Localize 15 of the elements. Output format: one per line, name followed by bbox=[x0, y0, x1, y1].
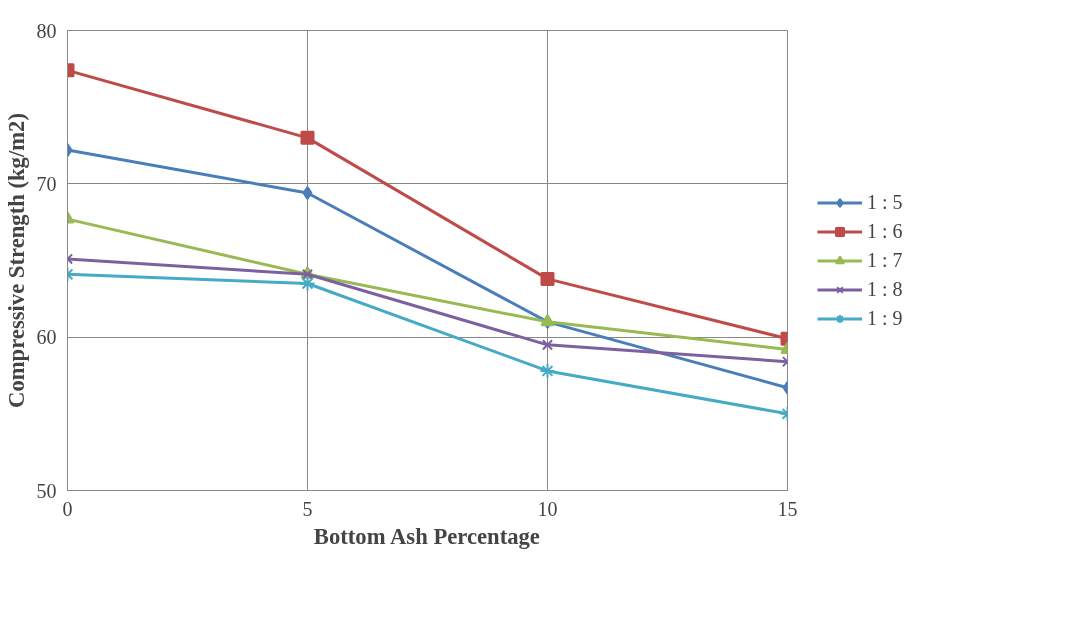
x-tick-label: 15 bbox=[777, 497, 798, 520]
x-axis-title: Bottom Ash Percentage bbox=[313, 523, 540, 549]
x-tick-label: 10 bbox=[537, 497, 558, 520]
y-axis-title: Compressive Strength (kg/m2) bbox=[3, 113, 29, 408]
legend-label: 1 : 6 bbox=[867, 219, 903, 243]
legend-label: 1 : 7 bbox=[867, 248, 903, 272]
y-tick-label: 50 bbox=[36, 479, 57, 502]
x-tick-label: 5 bbox=[302, 497, 313, 520]
legend-label: 1 : 8 bbox=[867, 277, 903, 301]
y-tick-label: 70 bbox=[36, 172, 57, 195]
y-tick-label: 80 bbox=[36, 19, 57, 42]
y-tick-label: 60 bbox=[36, 326, 57, 349]
legend-label: 1 : 5 bbox=[867, 190, 903, 214]
x-tick-label: 0 bbox=[62, 497, 73, 520]
legend-label: 1 : 9 bbox=[867, 306, 903, 330]
